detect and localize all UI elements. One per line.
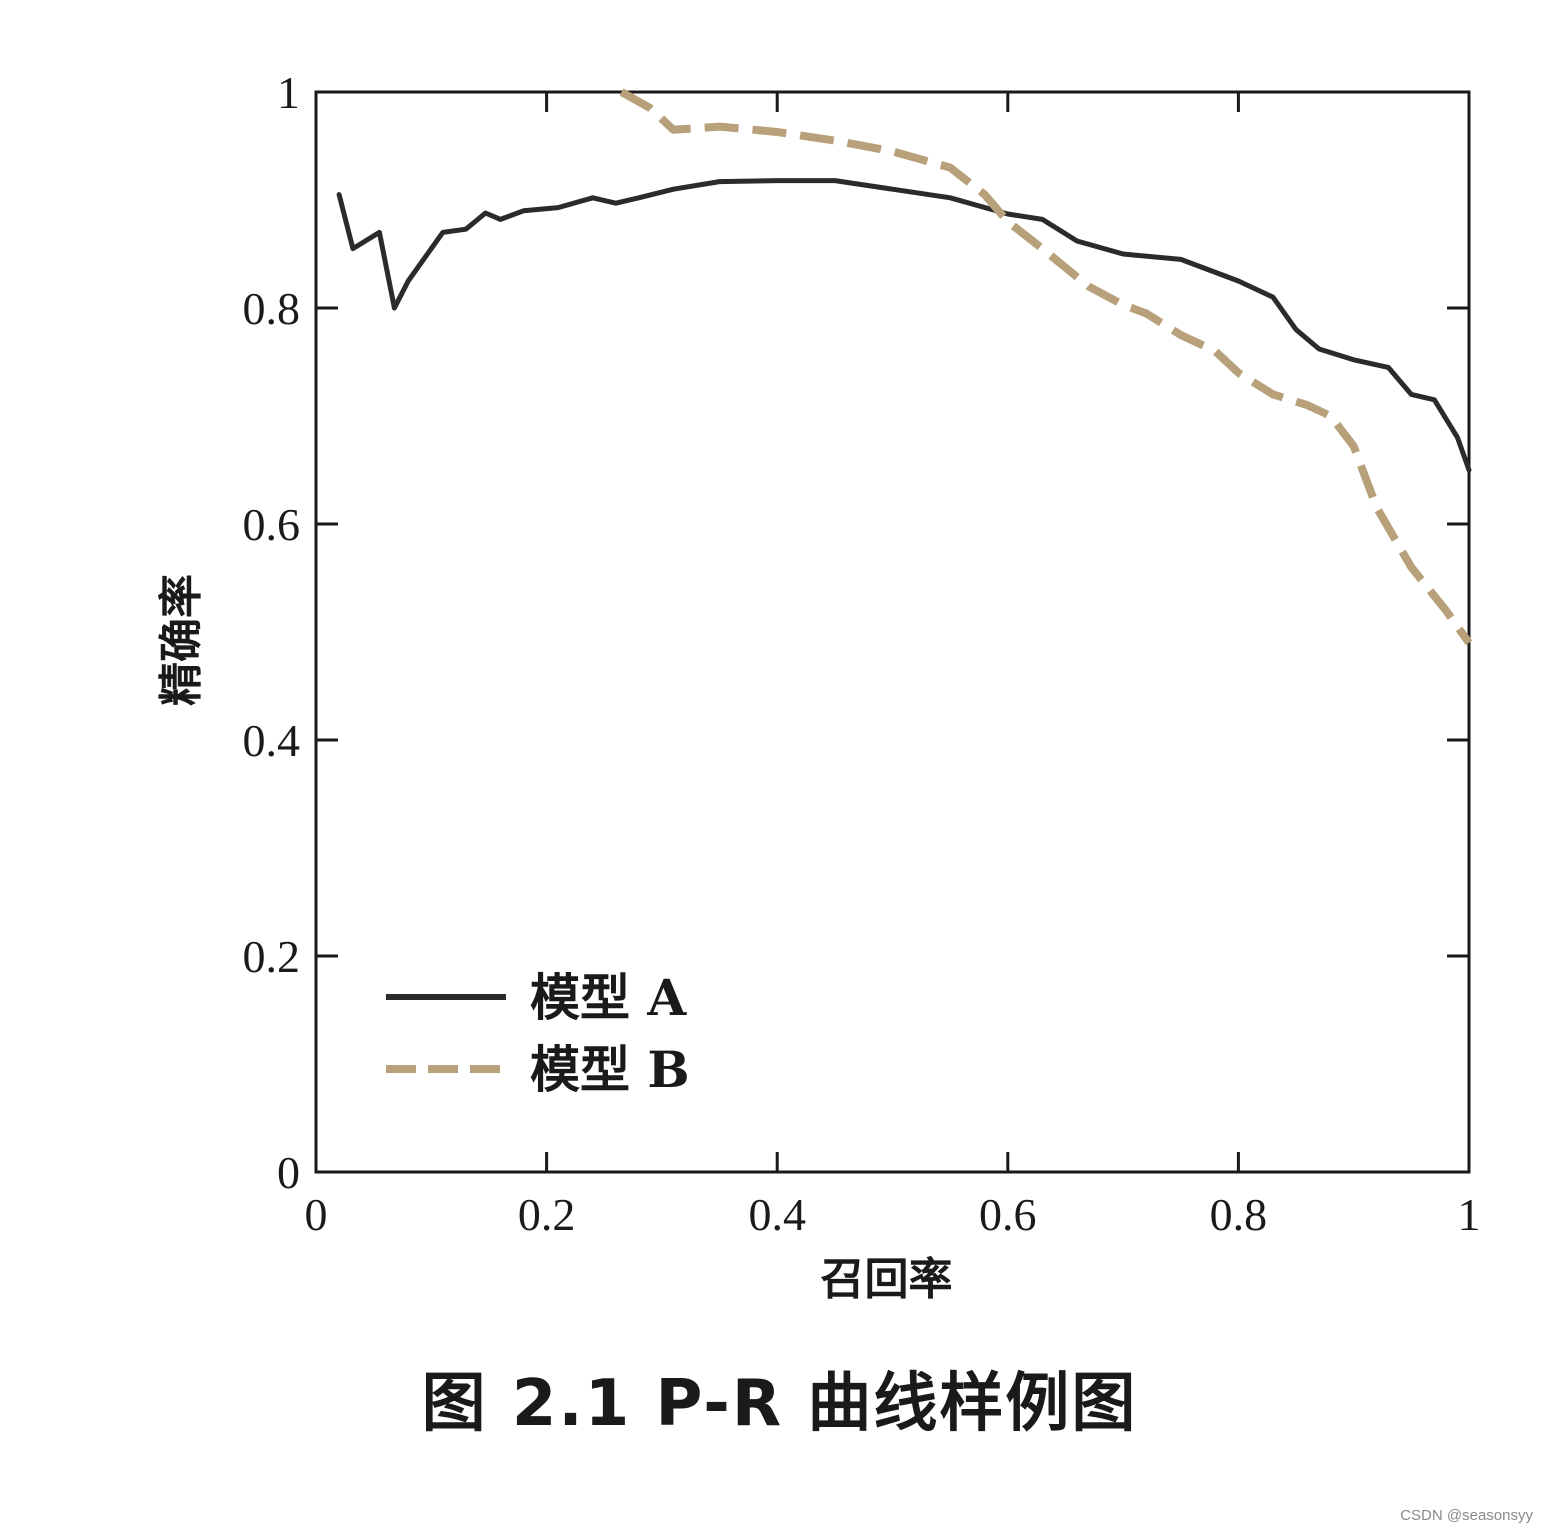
x-tick-label: 0.2 (518, 1189, 576, 1240)
legend-label-model-b: 模型 B (530, 1040, 690, 1099)
x-tick-label: 0 (305, 1189, 328, 1240)
y-tick-label: 0.4 (243, 715, 301, 766)
y-tick-label: 0.6 (243, 499, 301, 550)
series-line-model-b (619, 88, 1473, 646)
x-tick-label: 1 (1458, 1189, 1481, 1240)
y-tick-label: 1 (277, 67, 300, 118)
y-tick-label: 0.8 (243, 283, 301, 334)
plot-frame (314, 90, 1471, 1174)
y-tick-label: 0.2 (243, 931, 301, 982)
series-line-model-a (336, 178, 1472, 473)
y-axis-title: 精确率 (156, 574, 207, 706)
figure-caption: 图 2.1 P-R 曲线样例图 (421, 1367, 1138, 1441)
y-tick-label: 0 (277, 1147, 300, 1198)
watermark-text: CSDN @seasonsyy (1400, 1507, 1533, 1524)
legend-label-model-a: 模型 A (530, 968, 687, 1027)
x-tick-label: 0.8 (1210, 1189, 1268, 1240)
x-tick-label: 0.4 (748, 1189, 806, 1240)
x-tick-label: 0.6 (979, 1189, 1037, 1240)
x-axis-title: 召回率 (821, 1254, 953, 1305)
